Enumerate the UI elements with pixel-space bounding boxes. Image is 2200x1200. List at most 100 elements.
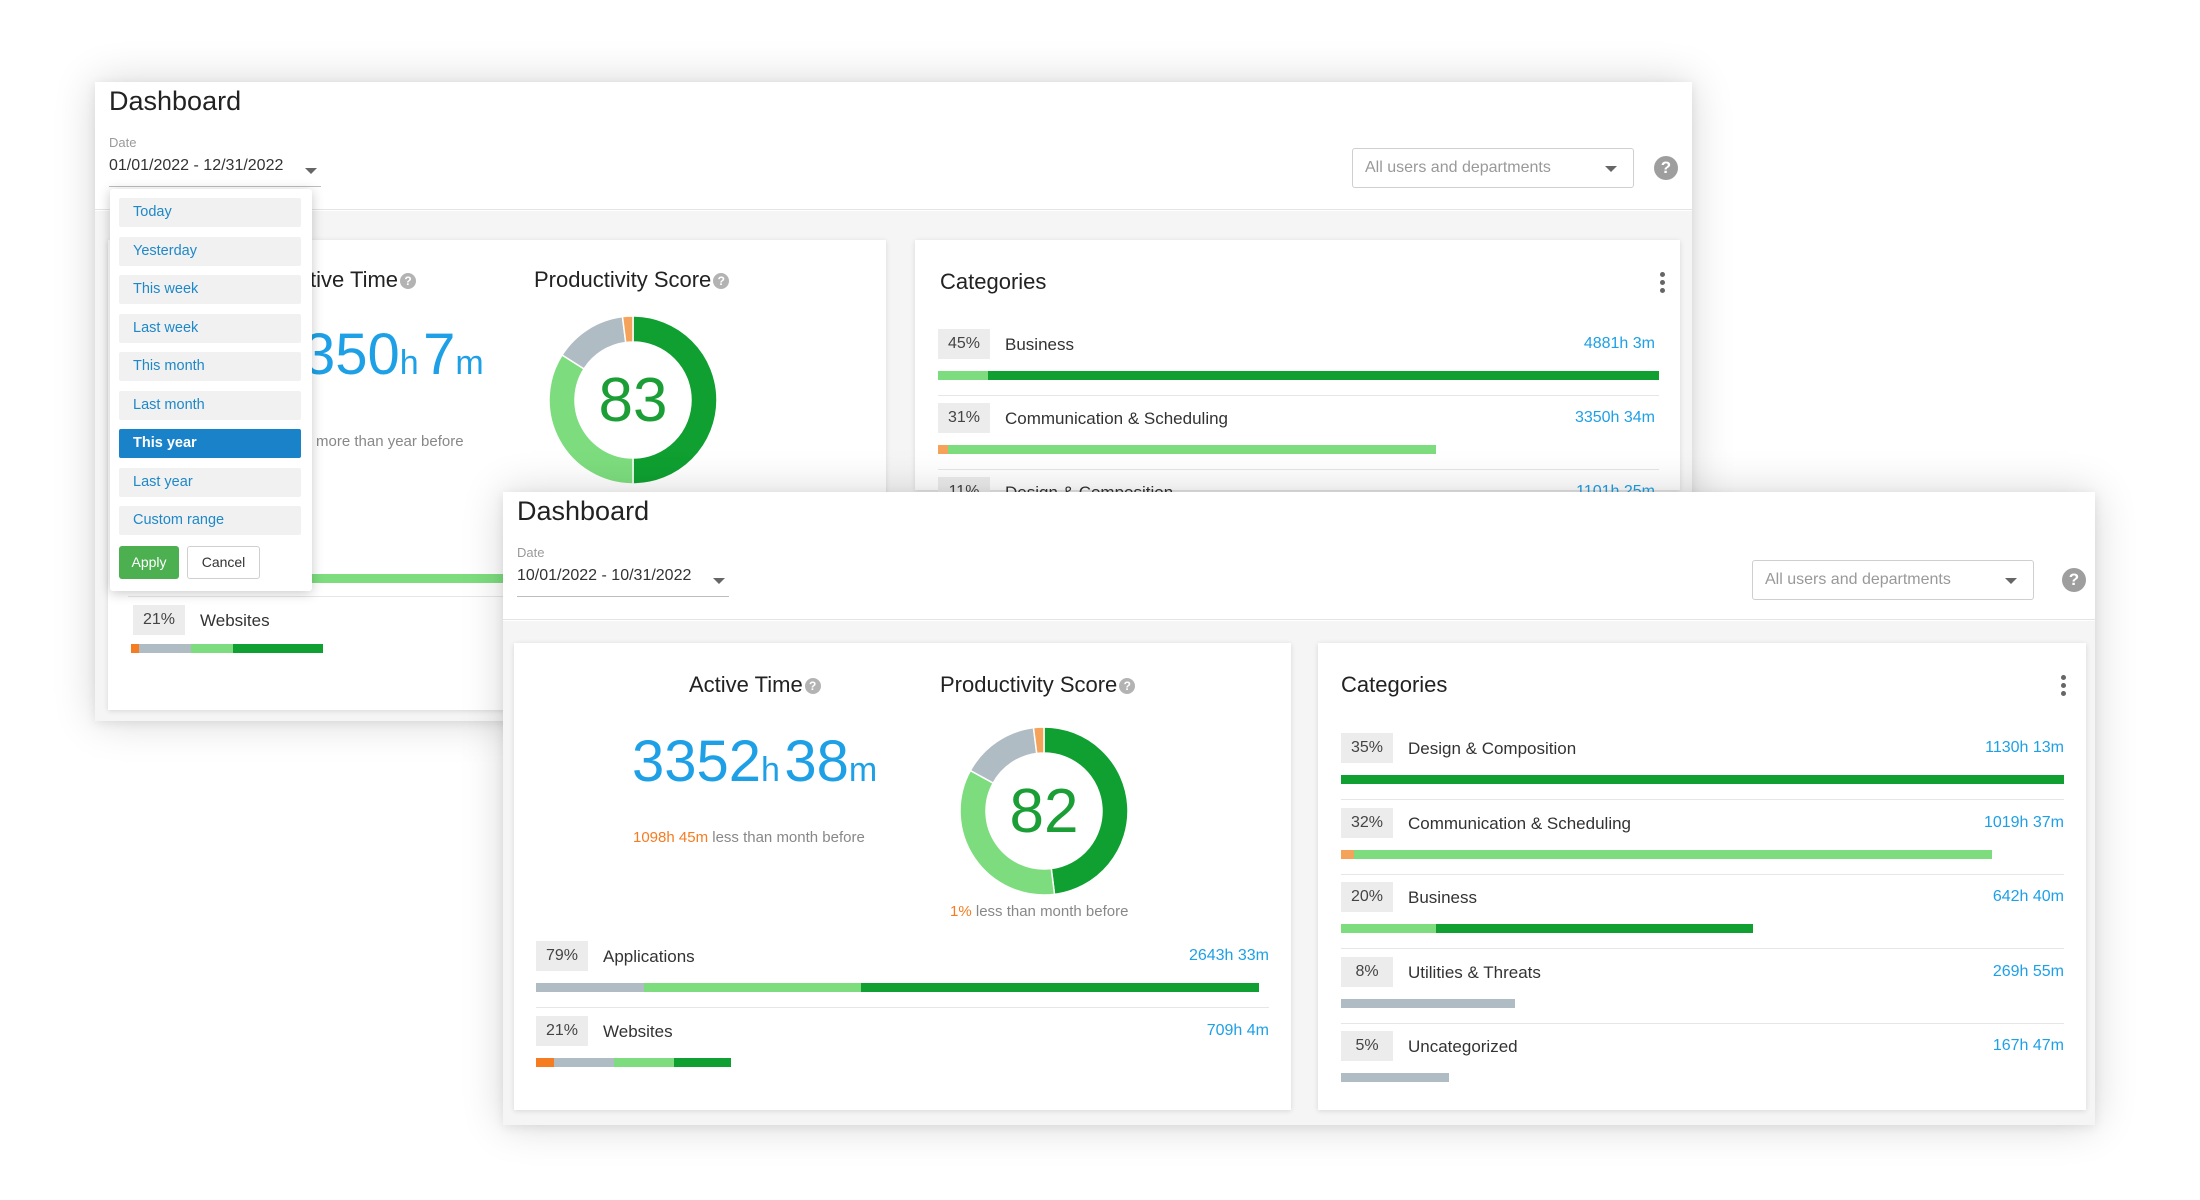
date-option-this-week[interactable]: This week	[119, 275, 301, 304]
category-name[interactable]: Communication & Scheduling	[1408, 814, 1632, 833]
productivity-donut	[959, 726, 1129, 896]
category-bar	[1341, 775, 2064, 784]
help-circle-icon[interactable]: ?	[804, 678, 821, 694]
category-bar-segment	[1341, 1073, 1449, 1082]
date-option-this-year[interactable]: This year	[119, 429, 301, 458]
category-bar	[938, 371, 1659, 380]
category-percent: 32%	[1341, 808, 1393, 838]
page-title: Dashboard	[517, 496, 650, 526]
category-name[interactable]: Uncategorized	[1408, 1037, 1518, 1056]
usage-bar-segment	[536, 1058, 554, 1067]
active-time-value: 350h 7m	[303, 322, 484, 387]
date-option-custom-range[interactable]: Custom range	[119, 506, 301, 535]
front-dashboard-window: Dashboard Date 10/01/2022 - 10/31/2022 A…	[503, 492, 2095, 1125]
category-name: Communication & Scheduling	[1005, 409, 1229, 428]
productivity-score-value: 83	[598, 366, 668, 435]
category-bar-segment	[1341, 850, 1355, 859]
category-percent: 8%	[1341, 957, 1393, 987]
cancel-button[interactable]: Cancel	[187, 546, 260, 579]
date-option-last-week[interactable]: Last week	[119, 314, 301, 343]
divider	[1341, 1023, 2064, 1024]
category-time: 4881h 3m	[1583, 335, 1655, 352]
date-option-today[interactable]: Today	[119, 198, 301, 227]
users-select-value: All users and departments	[1365, 159, 1551, 176]
help-circle-icon[interactable]: ?	[713, 273, 730, 289]
productivity-score-value: 82	[1009, 777, 1079, 846]
front-content: Active Time? 3352h 38m 1098h 45m less th…	[503, 621, 2095, 1125]
apply-button[interactable]: Apply	[119, 546, 179, 579]
category-bar	[1341, 850, 1992, 859]
categories-title: Categories	[1341, 672, 1448, 697]
category-bar-segment	[1435, 924, 1753, 933]
date-label: Date	[517, 545, 545, 560]
help-icon[interactable]: ?	[1654, 156, 1678, 180]
donut-slice-other	[621, 315, 634, 344]
chevron-down-icon	[1605, 166, 1617, 172]
usage-bar-segment	[674, 1058, 731, 1067]
chevron-down-icon	[2005, 578, 2017, 584]
category-name[interactable]: Business	[1408, 888, 1477, 907]
date-option-this-month[interactable]: This month	[119, 352, 301, 381]
applications-label: Applications	[603, 947, 695, 966]
category-percent: 20%	[1341, 882, 1393, 912]
donut-slice-productive	[632, 315, 718, 485]
divider	[1341, 948, 2064, 949]
category-bar	[1341, 924, 1753, 933]
users-departments-select[interactable]: All users and departments	[1352, 148, 1634, 188]
applications-bar	[536, 983, 1259, 992]
category-time: 269h 55m	[1992, 963, 2064, 980]
categories-card: Categories 35% Design & Composition 1130h …	[1318, 643, 2086, 1110]
category-time: 167h 47m	[1992, 1037, 2064, 1054]
date-range-value[interactable]: 01/01/2022 - 12/31/2022	[109, 157, 284, 174]
applications-percent: 79%	[536, 941, 588, 971]
date-option-yesterday[interactable]: Yesterday	[119, 237, 301, 266]
category-name[interactable]: Utilities & Threats	[1408, 963, 1541, 982]
help-icon[interactable]: ?	[2062, 568, 2086, 592]
date-option-last-month[interactable]: Last month	[119, 391, 301, 420]
active-time-title: tive Time?	[310, 267, 417, 293]
category-time: 1019h 37m	[1983, 814, 2064, 831]
more-vert-icon[interactable]	[2061, 675, 2067, 699]
users-departments-select[interactable]: All users and departments	[1752, 560, 2034, 600]
donut-slice-unproductive	[561, 315, 627, 370]
websites-time: 709h 4m	[1206, 1022, 1269, 1039]
users-select-value: All users and departments	[1765, 571, 1951, 588]
category-percent: 45%	[938, 329, 990, 359]
front-header: Dashboard Date 10/01/2022 - 10/31/2022 A…	[503, 492, 2095, 620]
donut-slice-other	[1032, 726, 1045, 755]
date-option-last-year[interactable]: Last year	[119, 468, 301, 497]
active-time-title: Active Time?	[689, 672, 821, 698]
chevron-down-icon[interactable]	[305, 168, 317, 174]
active-time-note: 1098h 45m less than month before	[633, 829, 865, 846]
date-underline	[517, 596, 729, 597]
category-percent: 31%	[938, 403, 990, 433]
help-circle-icon[interactable]: ?	[1119, 678, 1136, 694]
activity-card: Active Time? 3352h 38m 1098h 45m less th…	[514, 643, 1291, 1110]
category-time: 1130h 13m	[1985, 739, 2064, 756]
productivity-score-title: Productivity Score?	[940, 672, 1136, 698]
usage-bar-segment	[861, 983, 1259, 992]
back-header: Dashboard Date 01/01/2022 - 12/31/2022 A…	[95, 82, 1692, 210]
active-time-note: more than year before	[316, 433, 464, 450]
category-name[interactable]: Design & Composition	[1408, 739, 1577, 758]
donut-slice-productive	[1043, 726, 1129, 896]
websites-bar	[131, 644, 323, 653]
active-time-value: 3352h 38m	[632, 729, 878, 794]
help-circle-icon[interactable]: ?	[400, 273, 417, 289]
more-vert-icon[interactable]	[1660, 272, 1666, 296]
websites-percent: 21%	[536, 1016, 588, 1046]
productivity-score-title: Productivity Score?	[534, 267, 730, 293]
category-percent: 5%	[1341, 1031, 1393, 1061]
usage-bar-segment	[536, 983, 645, 992]
date-range-value[interactable]: 10/01/2022 - 10/31/2022	[517, 567, 692, 584]
usage-bar-segment	[644, 983, 862, 992]
chevron-down-icon[interactable]	[713, 578, 725, 584]
date-range-dropdown: Today Yesterday This week Last week This…	[110, 189, 312, 591]
category-bar	[938, 445, 1436, 454]
usage-bar-segment	[553, 1058, 614, 1067]
websites-percent: 21%	[133, 605, 185, 635]
category-bar-segment	[1341, 999, 1515, 1008]
usage-bar-segment	[613, 1058, 675, 1067]
category-bar	[1341, 1073, 1449, 1082]
category-bar-segment	[1341, 775, 2064, 784]
